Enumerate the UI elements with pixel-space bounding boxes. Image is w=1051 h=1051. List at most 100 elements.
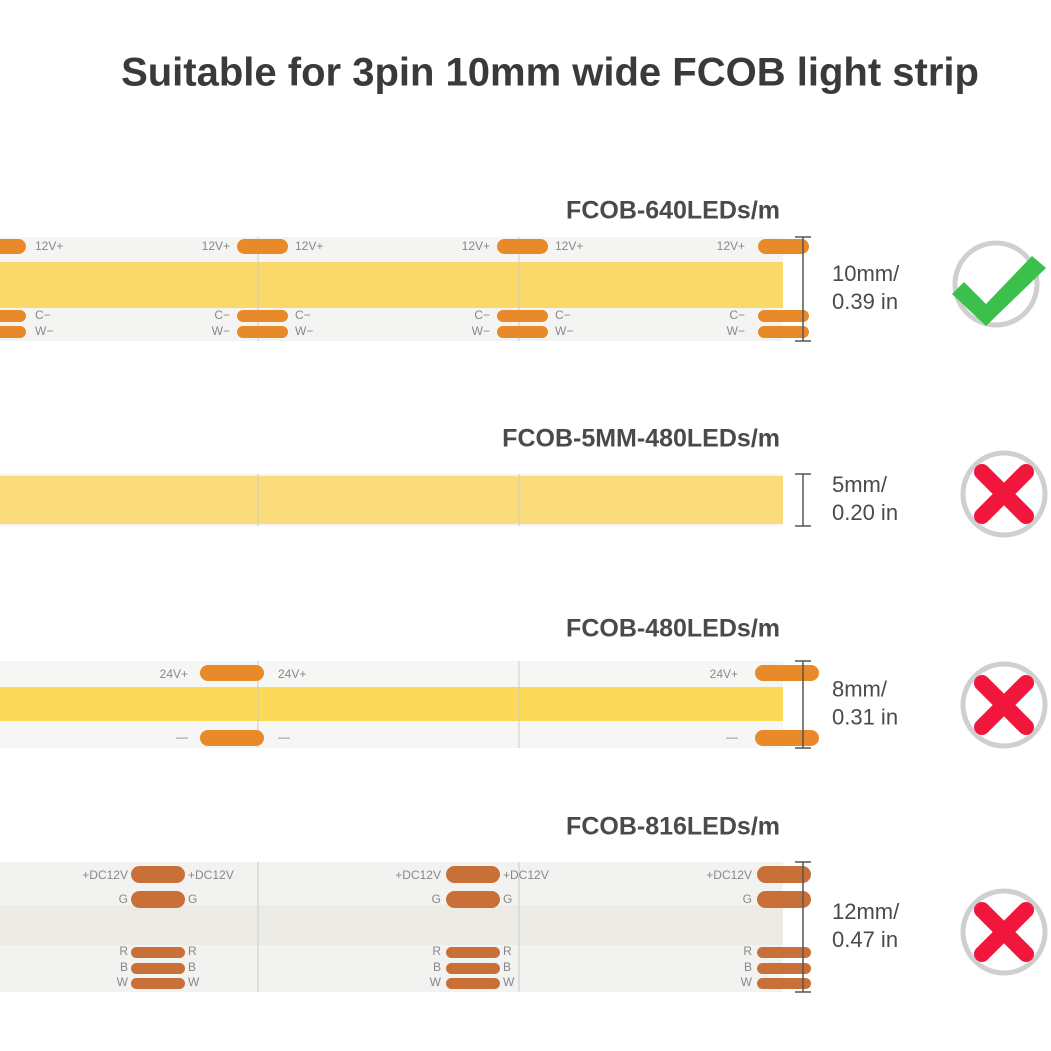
- width-mm: 8mm/: [832, 676, 888, 701]
- pad-label: 12V+: [35, 239, 63, 253]
- pad-label: W: [430, 975, 442, 989]
- pad: [757, 978, 811, 989]
- light-band: [0, 905, 783, 945]
- pad: [755, 665, 819, 681]
- pad: [446, 978, 500, 989]
- pad-label: C−: [35, 308, 51, 322]
- cross-icon: [974, 902, 1034, 962]
- pad-label: W−: [472, 324, 490, 338]
- pad: [755, 730, 819, 746]
- strip-name: FCOB-480LEDs/m: [566, 615, 780, 643]
- pad: [497, 239, 548, 254]
- pad-label: B: [120, 960, 128, 974]
- pad-label: +DC12V: [395, 868, 441, 882]
- strip-name: FCOB-816LEDs/m: [566, 813, 780, 841]
- width-mm: 12mm/: [832, 899, 900, 924]
- pad-label: W−: [212, 324, 230, 338]
- pad-label: —: [278, 730, 290, 744]
- pad: [757, 866, 811, 883]
- pad: [758, 310, 809, 322]
- pad-label: R: [503, 944, 512, 958]
- pad-label: B: [744, 960, 752, 974]
- pad-label: G: [188, 892, 197, 906]
- pad: [131, 891, 185, 908]
- pad-label: C−: [474, 308, 490, 322]
- pad-label: W: [117, 975, 129, 989]
- pad-label: +DC12V: [188, 868, 234, 882]
- pad-label: —: [726, 730, 738, 744]
- pad: [758, 239, 809, 254]
- pad-label: G: [503, 892, 512, 906]
- pad-label: —: [176, 730, 188, 744]
- pad-label: C−: [214, 308, 230, 322]
- pad: [446, 963, 500, 974]
- pad-label: +DC12V: [706, 868, 752, 882]
- pad-label: R: [119, 944, 128, 958]
- pad: [497, 326, 548, 338]
- pad: [131, 947, 185, 958]
- pad: [757, 947, 811, 958]
- strip-name: FCOB-640LEDs/m: [566, 197, 780, 225]
- pad-label: W−: [295, 324, 313, 338]
- pad-label: W−: [555, 324, 573, 338]
- pad-label: +DC12V: [82, 868, 128, 882]
- pad: [200, 665, 264, 681]
- pad: [0, 326, 26, 338]
- pad-label: 12V+: [717, 239, 745, 253]
- pad-label: W−: [727, 324, 745, 338]
- pad: [758, 326, 809, 338]
- pad-label: G: [743, 892, 752, 906]
- pad-label: G: [119, 892, 128, 906]
- pad: [0, 239, 26, 254]
- pad-label: C−: [555, 308, 571, 322]
- width-in: 0.20 in: [832, 500, 898, 525]
- width-mm: 5mm/: [832, 472, 888, 497]
- check-icon: [952, 256, 1046, 326]
- pad: [757, 963, 811, 974]
- pad-label: B: [503, 960, 511, 974]
- pad-label: 24V+: [710, 667, 738, 681]
- width-in: 0.31 in: [832, 704, 898, 729]
- pad-label: W: [741, 975, 753, 989]
- pad: [497, 310, 548, 322]
- pad-label: C−: [295, 308, 311, 322]
- pad-label: 12V+: [202, 239, 230, 253]
- pad-label: B: [188, 960, 196, 974]
- pad-label: W: [188, 975, 200, 989]
- width-in: 0.39 in: [832, 289, 898, 314]
- width-mm: 10mm/: [832, 261, 900, 286]
- light-band: [0, 262, 783, 308]
- pad: [131, 978, 185, 989]
- width-in: 0.47 in: [832, 927, 898, 952]
- pad-label: G: [432, 892, 441, 906]
- light-band: [0, 476, 783, 524]
- pad-label: 12V+: [295, 239, 323, 253]
- pad-label: R: [188, 944, 197, 958]
- pad-label: R: [432, 944, 441, 958]
- pad-label: R: [743, 944, 752, 958]
- pad-label: 24V+: [160, 667, 188, 681]
- pad: [757, 891, 811, 908]
- pad: [446, 866, 500, 883]
- pad: [0, 310, 26, 322]
- pad-label: W: [503, 975, 515, 989]
- pad: [237, 310, 288, 322]
- pad-label: C−: [729, 308, 745, 322]
- pad-label: 12V+: [555, 239, 583, 253]
- pad: [446, 947, 500, 958]
- pad: [446, 891, 500, 908]
- title: Suitable for 3pin 10mm wide FCOB light s…: [121, 51, 979, 95]
- pad-label: B: [433, 960, 441, 974]
- pad: [131, 866, 185, 883]
- pad: [237, 239, 288, 254]
- pad: [131, 963, 185, 974]
- pad: [237, 326, 288, 338]
- strip-name: FCOB-5MM-480LEDs/m: [502, 425, 780, 453]
- pad-label: W−: [35, 324, 53, 338]
- cross-icon: [974, 675, 1034, 735]
- light-band: [0, 687, 783, 721]
- pad-label: 24V+: [278, 667, 306, 681]
- pad-label: 12V+: [462, 239, 490, 253]
- cross-icon: [974, 464, 1034, 524]
